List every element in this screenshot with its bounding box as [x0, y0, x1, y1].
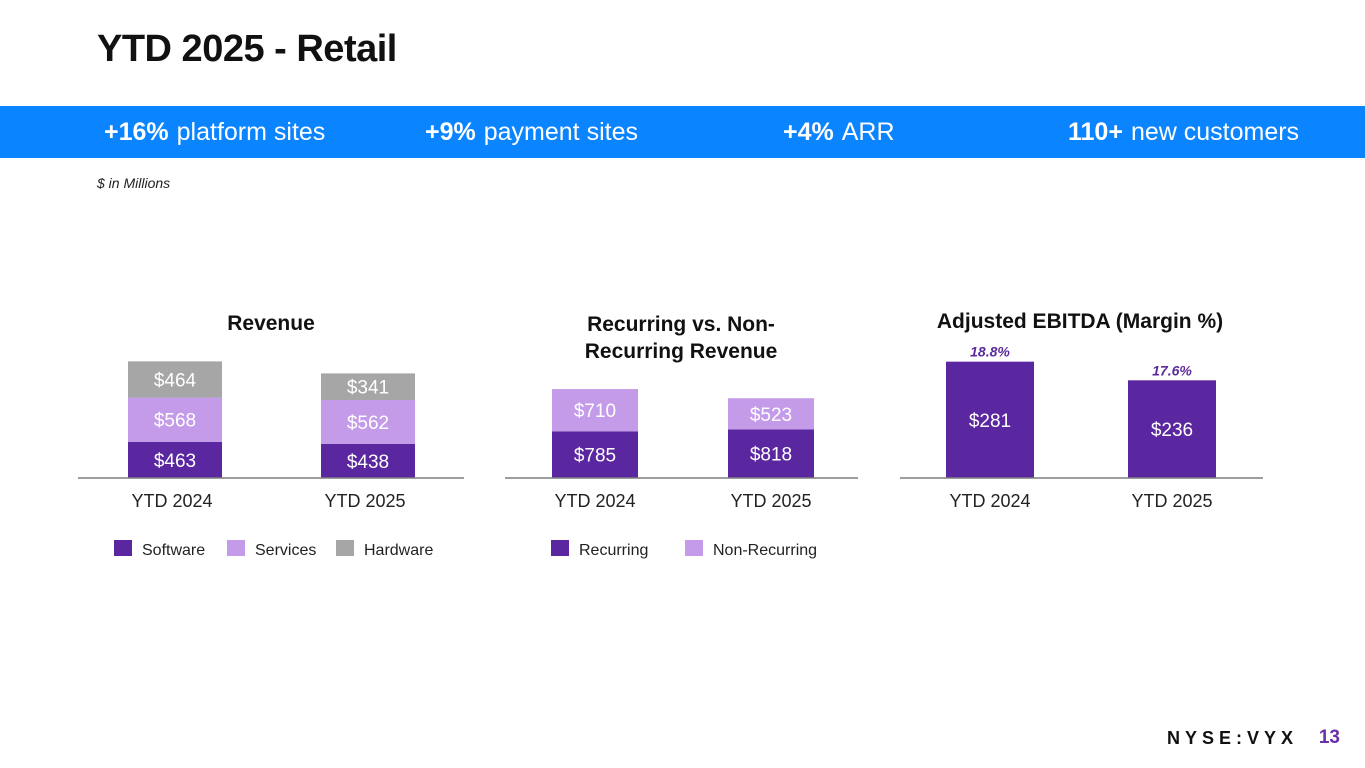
data-label: $236 — [1151, 420, 1193, 441]
margin-label: 18.8% — [970, 344, 1010, 360]
legend-swatch — [336, 540, 354, 556]
data-label: $710 — [574, 401, 616, 422]
data-label: $523 — [750, 405, 792, 426]
margin-label: 17.6% — [1152, 362, 1192, 378]
bar-segment-software — [128, 441, 222, 478]
bar-segment-services — [128, 397, 222, 442]
x-tick-label: YTD 2025 — [324, 491, 405, 511]
chart-title: Revenue — [227, 312, 315, 335]
bar-segment-services — [321, 400, 415, 444]
data-label: $341 — [347, 378, 389, 399]
data-label: $562 — [347, 413, 389, 434]
legend-label: Recurring — [579, 542, 648, 559]
bar-segment-non-recurring — [552, 389, 638, 432]
legend-swatch — [227, 540, 245, 556]
bar-segment-adjusted-ebitda — [946, 361, 1034, 478]
chart-title: Recurring vs. Non- — [587, 313, 775, 336]
bar-segment-recurring — [728, 429, 814, 478]
legend-label: Non-Recurring — [713, 542, 817, 559]
bar-segment-recurring — [552, 431, 638, 478]
chart-title: Recurring Revenue — [585, 340, 778, 363]
data-label: $463 — [154, 451, 196, 472]
data-label: $785 — [574, 446, 616, 467]
x-tick-label: YTD 2025 — [1131, 491, 1212, 511]
data-label: $464 — [154, 370, 197, 391]
page-number: 13 — [1318, 727, 1340, 748]
x-tick-label: YTD 2024 — [554, 491, 635, 511]
legend-swatch — [551, 540, 569, 556]
bar-segment-adjusted-ebitda — [1128, 380, 1216, 478]
kpi-label: payment sites — [483, 118, 638, 146]
legend-swatch — [685, 540, 703, 556]
kpi-value: +16% — [104, 118, 169, 146]
kpi-label: ARR — [841, 118, 895, 146]
legend-label: Software — [142, 542, 205, 559]
kpi-arr: +4% ARR — [783, 106, 895, 158]
kpi-value: +4% — [783, 118, 834, 146]
kpi-banner: +16% platform sites +9% payment sites +4% A… — [0, 106, 1365, 158]
legend-swatch — [114, 540, 132, 556]
legend-label: Hardware — [364, 542, 433, 559]
bar-segment-hardware — [128, 361, 222, 398]
kpi-label: platform sites — [176, 118, 326, 146]
data-label: $438 — [347, 452, 389, 473]
data-label: $281 — [969, 411, 1011, 432]
data-label: $818 — [750, 445, 792, 466]
legend-label: Services — [255, 542, 316, 559]
bar-segment-non-recurring — [728, 398, 814, 430]
data-label: $568 — [154, 411, 196, 432]
kpi-new-customers: 110+ new customers — [1068, 106, 1299, 158]
ticker-logo: NYSE:VYX — [1166, 728, 1298, 748]
x-tick-label: YTD 2024 — [949, 491, 1030, 511]
chart-title: Adjusted EBITDA (Margin %) — [937, 310, 1223, 333]
x-tick-label: YTD 2025 — [730, 491, 811, 511]
units-note: $ in Millions — [97, 175, 171, 191]
kpi-payment-sites: +9% payment sites — [425, 106, 638, 158]
page-title: YTD 2025 - Retail — [97, 28, 397, 70]
kpi-value: 110+ — [1068, 118, 1123, 146]
kpi-platform-sites: +16% platform sites — [104, 106, 325, 158]
x-tick-label: YTD 2024 — [131, 491, 212, 511]
kpi-label: new customers — [1130, 118, 1300, 146]
bar-segment-software — [321, 443, 415, 478]
kpi-value: +9% — [425, 118, 476, 146]
bar-segment-hardware — [321, 373, 415, 400]
